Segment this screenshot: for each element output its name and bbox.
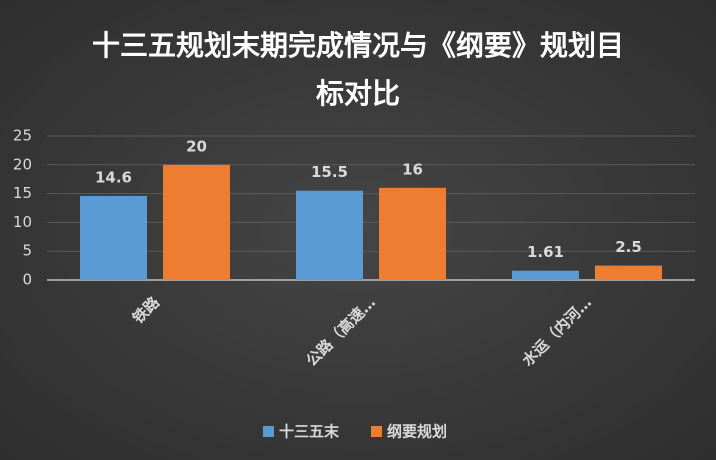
x-tick-label: 水运（内河…	[519, 293, 595, 369]
value-label: 15.5	[311, 163, 348, 181]
x-tick-label: 公路（高速…	[303, 293, 379, 369]
y-tick-label: 15	[13, 184, 32, 202]
legend-swatch	[263, 426, 274, 437]
bar	[80, 195, 147, 280]
y-tick-label: 25	[13, 127, 32, 145]
chart-title: 十三五规划末期完成情况与《纲要》规划目标对比	[91, 29, 624, 110]
legend-label: 纲要规划	[387, 423, 447, 441]
y-tick-label: 0	[22, 271, 32, 289]
x-tick-label: 铁路	[129, 293, 164, 328]
value-label: 2.5	[615, 238, 642, 256]
legend-swatch	[371, 426, 382, 437]
bar	[163, 164, 230, 280]
value-label: 1.61	[527, 243, 564, 261]
value-label: 14.6	[95, 168, 132, 186]
bar	[296, 190, 363, 280]
bar	[512, 270, 579, 280]
y-tick-label: 20	[13, 155, 32, 173]
value-label: 16	[402, 160, 423, 178]
bar	[595, 265, 662, 280]
legend: 十三五末 纲要规划	[263, 423, 447, 441]
bar	[379, 187, 446, 280]
y-tick-label: 5	[22, 242, 32, 260]
legend-label: 十三五末	[279, 423, 340, 441]
value-label: 20	[186, 137, 207, 155]
y-tick-label: 10	[13, 213, 32, 231]
